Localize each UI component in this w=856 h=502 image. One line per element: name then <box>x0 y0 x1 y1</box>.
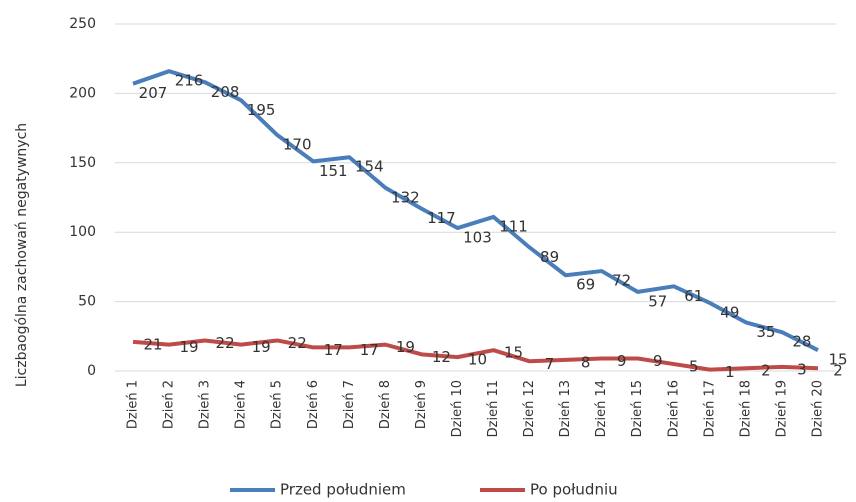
data-label: 154 <box>355 158 384 176</box>
x-tick-label: Dzień 5 <box>270 380 285 429</box>
data-label: 72 <box>612 272 631 290</box>
data-label: 49 <box>720 303 739 321</box>
x-tick-label: Dzień 14 <box>594 380 609 437</box>
data-label: 207 <box>139 84 168 102</box>
data-label: 7 <box>545 355 555 373</box>
data-label: 103 <box>463 229 492 247</box>
data-label: 17 <box>360 341 379 359</box>
x-tick-label: Dzień 17 <box>702 380 717 437</box>
data-label: 5 <box>689 358 699 376</box>
y-tick-label: 200 <box>69 85 96 101</box>
x-tick-label: Dzień 11 <box>486 380 501 437</box>
x-tick-label: Dzień 10 <box>450 380 465 437</box>
x-tick-label: Dzień 6 <box>306 380 321 429</box>
data-label: 2 <box>761 362 771 380</box>
x-tick-label: Dzień 3 <box>198 380 213 429</box>
data-label: 21 <box>143 335 162 353</box>
data-label: 19 <box>252 338 271 356</box>
x-tick-label: Dzień 2 <box>162 380 177 429</box>
legend-label: Przed południem <box>280 481 406 499</box>
x-tick-label: Dzień 4 <box>234 380 249 429</box>
data-label: 35 <box>756 323 775 341</box>
data-label: 208 <box>211 83 240 101</box>
y-tick-label: 50 <box>78 294 96 310</box>
x-tick-label: Dzień 1 <box>126 380 141 429</box>
x-tick-label: Dzień 9 <box>414 380 429 429</box>
data-label: 9 <box>653 352 663 370</box>
data-label: 22 <box>216 334 235 352</box>
series-line <box>132 69 819 352</box>
data-label: 15 <box>828 351 847 369</box>
data-label: 10 <box>468 351 487 369</box>
data-label: 61 <box>684 287 703 305</box>
data-label: 69 <box>576 276 595 294</box>
series-line <box>132 338 819 372</box>
data-label: 216 <box>175 72 204 90</box>
y-tick-label: 100 <box>69 224 96 240</box>
data-label: 2 <box>833 362 843 380</box>
data-label: 19 <box>180 338 199 356</box>
y-tick-label: 150 <box>69 155 96 171</box>
data-label: 89 <box>540 248 559 266</box>
data-label: 12 <box>432 348 451 366</box>
data-label: 19 <box>396 338 415 356</box>
x-tick-label: Dzień 7 <box>342 380 357 429</box>
x-tick-label: Dzień 8 <box>378 380 393 429</box>
x-tick-label: Dzień 20 <box>811 380 826 437</box>
data-label: 22 <box>288 334 307 352</box>
x-tick-label: Dzień 13 <box>558 380 573 437</box>
data-label: 9 <box>617 352 627 370</box>
data-label: 170 <box>283 136 312 154</box>
data-label: 28 <box>792 333 811 351</box>
legend-label: Po południu <box>530 481 618 499</box>
data-label: 8 <box>581 353 591 371</box>
x-tick-label: Dzień 16 <box>666 380 681 437</box>
data-label: 1 <box>725 363 735 381</box>
y-axis-label: Liczbaogólna zachowań negatywnych <box>14 123 30 387</box>
data-label: 15 <box>504 344 523 362</box>
y-tick-label: 0 <box>87 363 96 379</box>
x-tick-label: Dzień 12 <box>522 380 537 437</box>
data-label: 132 <box>391 188 420 206</box>
x-tick-label: Dzień 15 <box>630 380 645 437</box>
data-label: 17 <box>324 341 343 359</box>
data-label: 111 <box>499 217 528 235</box>
data-label: 57 <box>648 292 667 310</box>
data-label: 117 <box>427 209 456 227</box>
x-tick-label: Dzień 19 <box>774 380 789 437</box>
x-tick-label: Dzień 18 <box>738 380 753 437</box>
data-label: 3 <box>797 360 807 378</box>
y-tick-label: 250 <box>69 16 96 32</box>
data-label: 195 <box>247 101 276 119</box>
data-label: 151 <box>319 162 348 180</box>
